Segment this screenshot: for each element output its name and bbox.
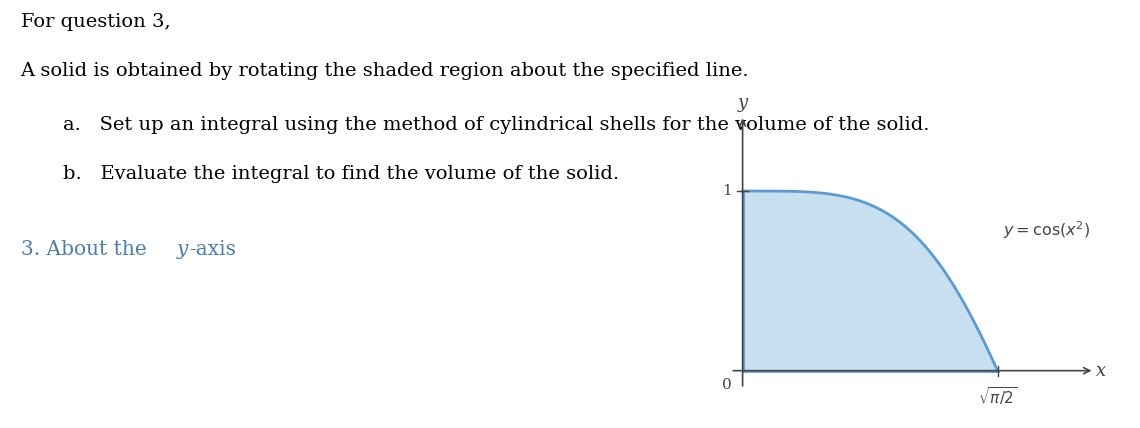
Text: a.   Set up an integral using the method of cylindrical shells for the volume of: a. Set up an integral using the method o…: [63, 116, 929, 134]
Text: $\sqrt{\pi/2}$: $\sqrt{\pi/2}$: [978, 385, 1017, 407]
Text: b.   Evaluate the integral to find the volume of the solid.: b. Evaluate the integral to find the vol…: [63, 165, 619, 183]
Text: A solid is obtained by rotating the shaded region about the specified line.: A solid is obtained by rotating the shad…: [21, 62, 749, 80]
Text: -axis: -axis: [189, 240, 236, 259]
Text: For question 3,: For question 3,: [21, 13, 170, 31]
Text: y: y: [177, 240, 188, 259]
Text: $y = \cos(x^2)$: $y = \cos(x^2)$: [1002, 220, 1090, 241]
Text: 1: 1: [722, 184, 732, 198]
Text: y: y: [738, 94, 748, 112]
Text: 0: 0: [722, 378, 732, 392]
Text: 3. About the: 3. About the: [21, 240, 153, 259]
Text: x: x: [1097, 362, 1107, 380]
